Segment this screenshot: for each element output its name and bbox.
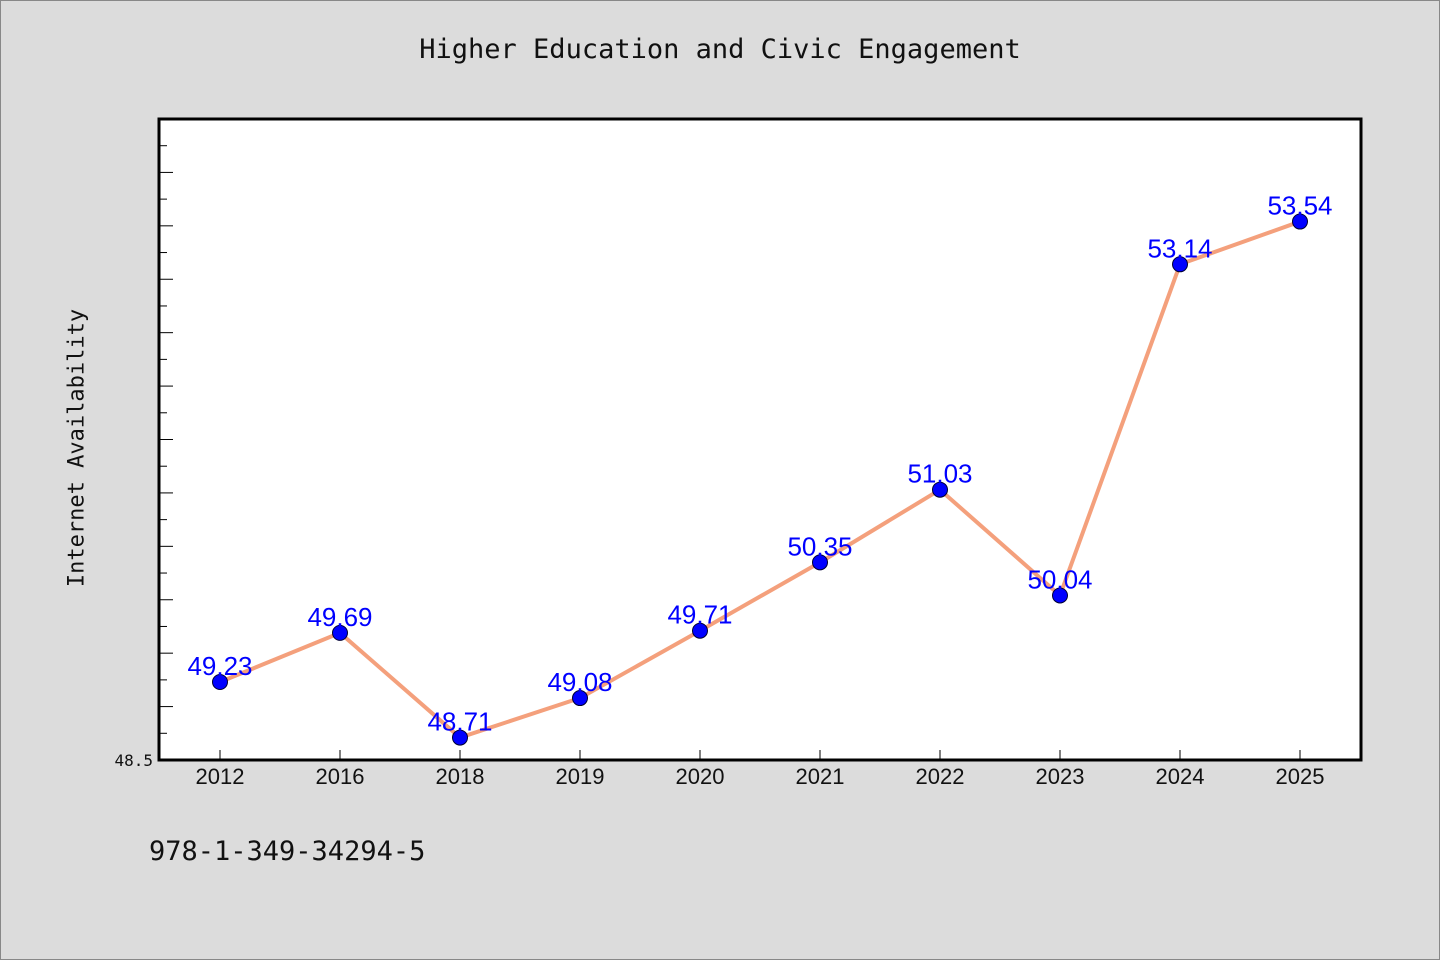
y-tick-label: 48.5 — [114, 751, 153, 770]
x-tick-label: 2018 — [436, 764, 485, 789]
x-tick-label: 2016 — [316, 764, 365, 789]
data-label: 48.71 — [427, 707, 492, 737]
data-label: 53.14 — [1147, 233, 1212, 263]
data-label: 53.54 — [1267, 191, 1332, 221]
data-point — [332, 624, 348, 641]
data-label: 49.71 — [667, 600, 732, 630]
x-tick-label: 2024 — [1156, 764, 1205, 789]
data-label: 51.03 — [907, 459, 972, 489]
x-tick-label: 2020 — [676, 764, 725, 789]
x-tick-label: 2021 — [796, 764, 845, 789]
plot-area — [157, 117, 1363, 762]
data-point — [212, 674, 228, 691]
data-point — [932, 481, 948, 498]
data-label: 49.23 — [187, 651, 252, 681]
chart-title: Higher Education and Civic Engagement — [419, 34, 1021, 65]
x-axis-ticks: 2012 2016 2018 2019 2020 2021 2022 2023 2024 2025 — [196, 750, 1325, 789]
x-tick-label: 2025 — [1276, 764, 1325, 789]
data-point — [812, 554, 828, 571]
data-label: 50.04 — [1027, 564, 1092, 594]
data-point — [452, 729, 468, 746]
y-axis-ticks: 48.5 — [114, 118, 173, 770]
data-point — [1292, 213, 1308, 230]
isbn-text: 978-1-349-34294-5 — [149, 836, 426, 867]
series-line — [218, 219, 1302, 740]
x-tick-label: 2019 — [556, 764, 605, 789]
x-tick-label: 2023 — [1036, 764, 1085, 789]
data-point — [1052, 587, 1068, 604]
series-line-group — [218, 219, 1302, 740]
data-label: 49.08 — [547, 667, 612, 697]
x-tick-label: 2022 — [916, 764, 965, 789]
x-tick-label: 2012 — [196, 764, 245, 789]
data-point — [572, 690, 588, 707]
data-labels: 49.23 49.69 48.71 49.08 49.71 50.35 51.03 50.04… — [187, 191, 1332, 737]
data-point — [1172, 256, 1188, 273]
data-label: 49.69 — [307, 602, 372, 632]
data-point — [692, 622, 708, 639]
series-markers — [212, 213, 1308, 746]
data-label: 50.35 — [787, 531, 852, 561]
